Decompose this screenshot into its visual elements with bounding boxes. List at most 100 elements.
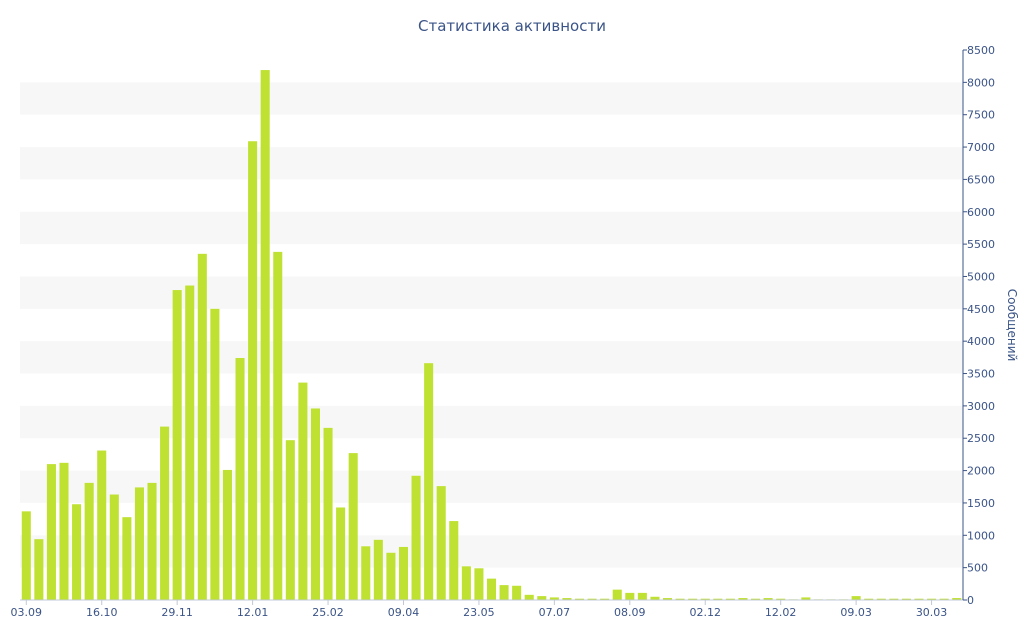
y-tick-label: 6500 [967,173,995,186]
grid-band [20,211,963,245]
y-tick-label: 1000 [967,529,995,542]
x-tick-label: 12.01 [237,606,269,619]
chart-title: Статистика активности [418,17,606,35]
bar [109,494,119,600]
bar [222,469,232,600]
bar [738,598,748,600]
bar [235,358,245,600]
y-tick-label: 5000 [967,270,995,283]
bar [160,426,170,600]
bar [285,440,295,600]
bar [461,566,471,600]
grid-band [20,341,963,374]
x-tick-label: 08.09 [614,606,646,619]
bar [361,546,371,600]
bar [801,597,811,600]
grid-band [20,82,963,115]
y-tick-label: 3500 [967,368,995,381]
y-tick-label: 7500 [967,109,995,122]
bar [864,598,874,600]
bar [449,521,459,600]
bar [876,598,886,600]
bar [46,464,56,600]
bar [499,585,509,600]
bar [348,453,358,600]
bar [59,462,69,600]
bar [411,475,421,600]
bar [172,290,182,600]
bar [398,546,409,600]
bar [713,598,723,600]
bar [663,598,673,600]
bar [273,251,283,600]
bar [537,596,547,600]
bar [688,598,698,600]
y-tick-label: 7000 [967,141,995,154]
bar [323,427,333,600]
bar [952,598,962,600]
bar [512,585,522,600]
bar [851,596,861,600]
bar [260,70,270,600]
bar [72,504,82,600]
bar [298,382,308,600]
y-tick-label: 3000 [967,400,995,413]
bar [901,598,911,600]
bar [725,598,735,600]
bar [562,598,572,600]
bar [927,598,937,600]
y-tick-label: 4500 [967,303,995,316]
x-tick-label: 09.03 [840,606,872,619]
bar [436,486,446,600]
y-axis-title: Сообщений [1005,289,1019,362]
bar [549,597,559,600]
bar [776,598,786,600]
bar [34,539,44,600]
x-tick-label: 03.09 [11,606,43,619]
bar [889,598,899,600]
bar [625,592,635,600]
y-tick-label: 500 [967,562,988,575]
bar [336,507,346,600]
bar [248,141,258,601]
x-axis: 03.09 16.10 29.11 12.01 25.02 09.04 23.05 07.07… [11,599,963,619]
y-tick-label: 0 [967,594,974,607]
x-tick-label: 07.07 [539,606,571,619]
bar [574,598,585,600]
grid-band [20,276,963,309]
y-tick-label: 1500 [967,497,995,510]
x-tick-label: 09.04 [388,606,420,619]
y-tick-label: 5500 [967,238,995,251]
bar [914,598,924,600]
grid-band [20,147,963,180]
bar [21,511,31,600]
bar [486,578,497,600]
y-tick-label: 2500 [967,432,995,445]
bar [763,598,773,600]
bar [197,253,207,600]
bar [210,308,220,600]
bar [587,598,597,600]
y-tick-label: 6000 [967,206,995,219]
y-tick-label: 4000 [967,335,995,348]
bars-layer [21,70,962,601]
x-tick-label: 23.05 [463,606,495,619]
bar [134,487,144,600]
bar [97,450,107,600]
bar [612,589,622,600]
x-tick-label: 29.11 [161,606,193,619]
bar [700,598,710,600]
y-axis: 0 500 1000 1500 2000 2500 3000 3500 4000 4500 5000… [962,44,995,607]
bar [474,568,484,600]
x-tick-label: 25.02 [312,606,344,619]
bar [424,363,434,600]
y-tick-label: 8000 [967,76,995,89]
bar [185,285,195,600]
x-tick-label: 12.02 [765,606,797,619]
bar [373,539,383,600]
bar [600,598,610,600]
bar [122,517,132,600]
y-tick-label: 8500 [967,44,995,57]
